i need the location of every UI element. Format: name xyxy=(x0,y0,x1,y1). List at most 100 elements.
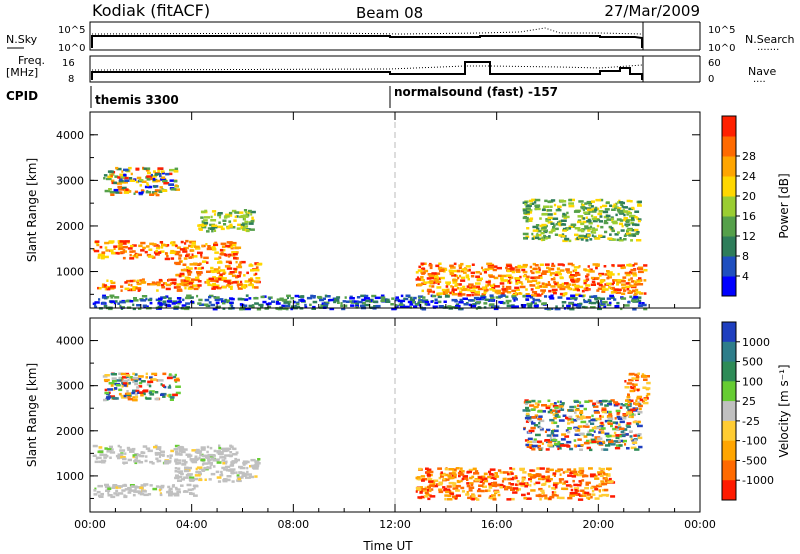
power-cell xyxy=(534,302,538,305)
velocity-cell xyxy=(591,414,594,418)
power-cell xyxy=(470,275,475,278)
power-cell xyxy=(99,253,105,256)
power-cell xyxy=(94,305,98,309)
power-cell xyxy=(610,217,615,221)
power-cell xyxy=(601,290,606,293)
power-cell xyxy=(529,265,533,269)
velocity-cell xyxy=(589,474,595,478)
velocity-cell xyxy=(115,486,118,489)
power-cell xyxy=(98,298,101,301)
power-cell xyxy=(161,189,168,192)
power-cell xyxy=(590,283,596,286)
velocity-cell xyxy=(415,486,421,490)
velocity-cell xyxy=(631,377,634,380)
velocity-cell xyxy=(540,489,545,493)
velocity-cell xyxy=(549,408,553,412)
power-cell xyxy=(431,272,437,275)
power-cell xyxy=(499,277,504,280)
velocity-cell xyxy=(585,481,591,485)
power-cell xyxy=(594,208,598,212)
power-cell xyxy=(530,270,533,273)
power-cell xyxy=(243,274,246,277)
power-cell xyxy=(605,201,610,205)
velocity-cell xyxy=(222,450,225,453)
power-cell xyxy=(570,278,575,282)
velocity-cell xyxy=(107,487,112,490)
velocity-cell xyxy=(223,449,227,452)
velocity-cell xyxy=(608,410,612,414)
power-cell xyxy=(567,271,572,274)
power-cell xyxy=(574,233,579,237)
velocity-cell xyxy=(453,474,457,477)
power-cell xyxy=(409,298,415,302)
velocity-cell xyxy=(521,493,526,497)
power-cell xyxy=(505,299,512,303)
velocity-cell xyxy=(172,393,177,397)
power-cell xyxy=(175,244,178,248)
velocity-cell xyxy=(456,479,460,483)
power-cell xyxy=(351,300,356,303)
velocity-cell xyxy=(127,397,133,401)
velocity-cell xyxy=(432,484,439,488)
power-cell xyxy=(208,295,212,299)
velocity-cell xyxy=(508,482,511,485)
velocity-cell xyxy=(502,477,507,481)
velocity-cell xyxy=(228,454,233,457)
power-cell xyxy=(540,227,545,231)
power-cell xyxy=(474,293,480,296)
velocity-cell xyxy=(604,419,611,423)
power-cell xyxy=(454,284,457,287)
power-cell xyxy=(173,170,179,173)
power-cell xyxy=(281,304,286,308)
velocity-cell xyxy=(630,408,636,411)
power-cell xyxy=(637,304,643,307)
power-cell xyxy=(532,225,539,229)
power-cell xyxy=(604,273,610,276)
power-cell xyxy=(169,168,175,172)
velocity-cell xyxy=(177,488,181,491)
velocity-cell xyxy=(168,373,172,376)
velocity-cell xyxy=(566,430,571,434)
power-cell xyxy=(612,205,615,208)
power-cell xyxy=(511,289,517,293)
power-cell xyxy=(290,305,295,308)
power-cell xyxy=(402,299,406,303)
velocity-cell xyxy=(563,481,566,484)
velocity-cell xyxy=(139,486,144,490)
power-cell xyxy=(613,206,619,209)
power-cell xyxy=(605,214,611,218)
velocity-cell xyxy=(159,455,162,459)
velocity-cell xyxy=(610,399,615,402)
power-cell xyxy=(538,268,541,271)
power-cell xyxy=(583,211,589,214)
power-cell xyxy=(165,283,172,287)
velocity-cell xyxy=(541,475,546,478)
velocity-cell xyxy=(433,479,439,482)
power-cell xyxy=(594,206,598,210)
power-cell xyxy=(606,303,612,307)
power-cell xyxy=(582,236,588,240)
power-cell xyxy=(599,274,602,277)
velocity-cell xyxy=(617,434,623,438)
power-cell xyxy=(606,218,611,221)
power-cell xyxy=(113,181,118,185)
velocity-cell xyxy=(425,488,430,492)
power-cell xyxy=(214,284,220,287)
velocity-cell xyxy=(104,485,111,489)
velocity-cell xyxy=(550,403,555,406)
power-cell xyxy=(184,280,189,284)
power-cell xyxy=(573,269,578,272)
velocity-cell xyxy=(115,384,121,387)
nave-line xyxy=(91,64,643,71)
power-cell xyxy=(502,285,505,288)
velocity-cell xyxy=(633,439,637,442)
power-cell xyxy=(587,298,591,302)
power-cell xyxy=(631,297,637,300)
velocity-cell xyxy=(207,453,213,457)
power-cell xyxy=(226,299,230,302)
power-cell xyxy=(104,287,108,291)
power-cell xyxy=(173,180,178,183)
power-cell xyxy=(634,281,637,284)
power-cell xyxy=(423,262,427,265)
power-cell xyxy=(477,277,483,280)
